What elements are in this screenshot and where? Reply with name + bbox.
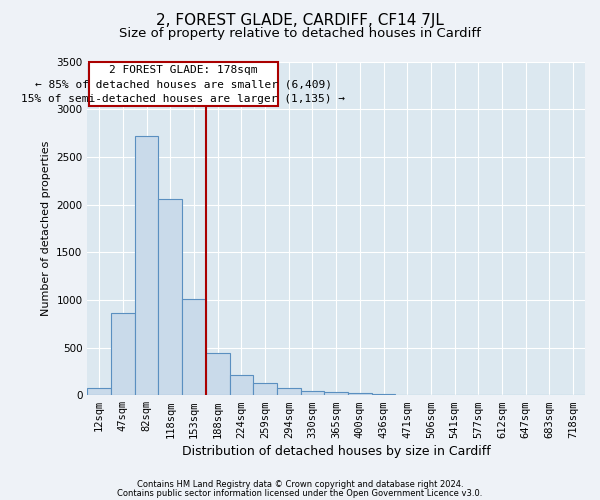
Bar: [111, 313, 135, 395]
Bar: [325, 392, 348, 395]
Bar: [301, 391, 325, 395]
Bar: [277, 388, 301, 395]
Bar: [372, 394, 395, 395]
Text: 15% of semi-detached houses are larger (1,135) →: 15% of semi-detached houses are larger (…: [22, 94, 346, 104]
Text: 2 FOREST GLADE: 178sqm: 2 FOREST GLADE: 178sqm: [109, 65, 257, 75]
Bar: [158, 199, 182, 395]
Bar: [253, 383, 277, 395]
Text: ← 85% of detached houses are smaller (6,409): ← 85% of detached houses are smaller (6,…: [35, 80, 332, 90]
Text: Contains HM Land Registry data © Crown copyright and database right 2024.: Contains HM Land Registry data © Crown c…: [137, 480, 463, 489]
Bar: [348, 394, 372, 395]
Bar: [88, 388, 111, 395]
Bar: [135, 136, 158, 395]
X-axis label: Distribution of detached houses by size in Cardiff: Distribution of detached houses by size …: [182, 444, 491, 458]
Text: 2, FOREST GLADE, CARDIFF, CF14 7JL: 2, FOREST GLADE, CARDIFF, CF14 7JL: [156, 12, 444, 28]
Text: Contains public sector information licensed under the Open Government Licence v3: Contains public sector information licen…: [118, 488, 482, 498]
Bar: [206, 353, 230, 395]
Bar: [230, 375, 253, 395]
Text: Size of property relative to detached houses in Cardiff: Size of property relative to detached ho…: [119, 28, 481, 40]
FancyBboxPatch shape: [89, 62, 278, 106]
Bar: [182, 299, 206, 395]
Y-axis label: Number of detached properties: Number of detached properties: [41, 140, 50, 316]
